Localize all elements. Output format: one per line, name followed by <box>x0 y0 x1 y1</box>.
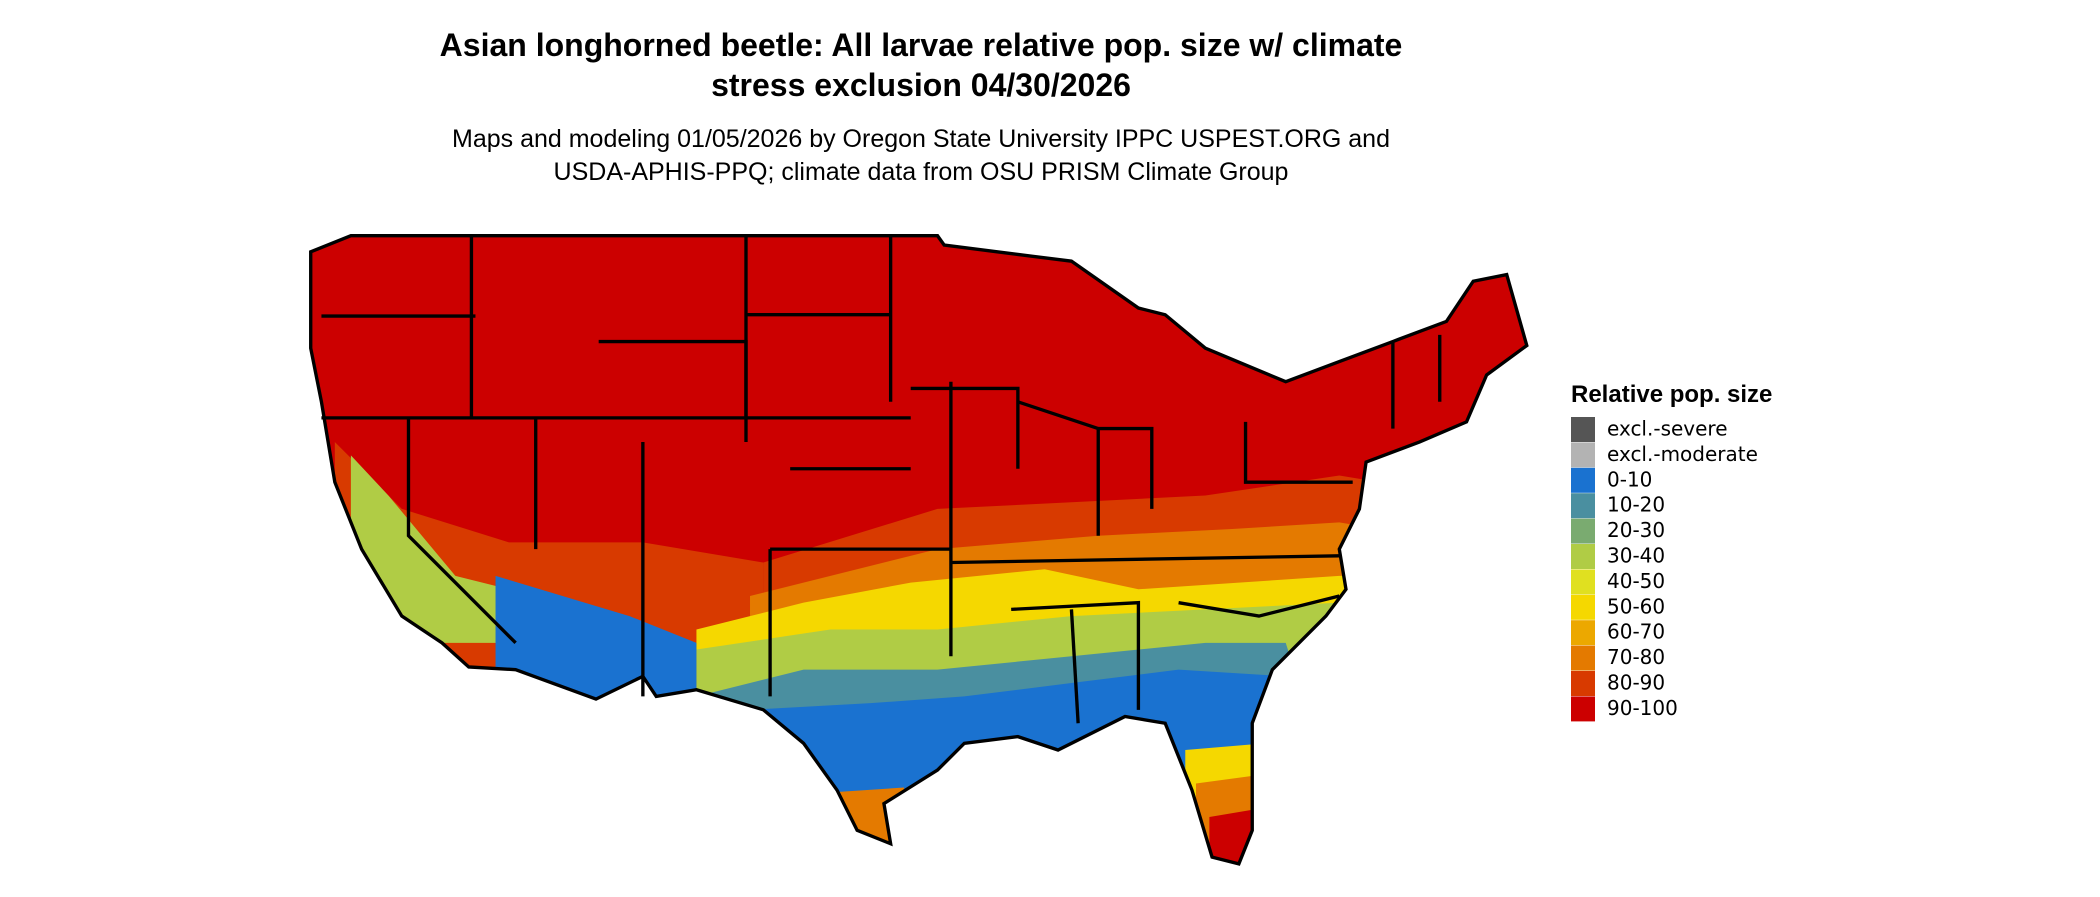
map-region <box>1209 807 1266 864</box>
legend-swatch <box>1571 594 1595 620</box>
legend-label: 50-60 <box>1607 594 1665 618</box>
legend-label: 60-70 <box>1607 620 1665 644</box>
map-region <box>495 575 697 710</box>
legend-swatch <box>1571 467 1595 493</box>
legend-label: 70-80 <box>1607 645 1665 669</box>
legend-label: 80-90 <box>1607 671 1665 695</box>
map-region <box>696 642 1380 864</box>
legend-swatch <box>1571 696 1595 722</box>
legend-label: 30-40 <box>1607 544 1665 568</box>
legend-label: 20-30 <box>1607 518 1665 542</box>
legend-swatch <box>1571 671 1595 696</box>
legend-swatch <box>1571 645 1595 671</box>
legend-label: 0-10 <box>1607 467 1652 491</box>
legend-label: 10-20 <box>1607 493 1665 517</box>
legend-swatch <box>1571 544 1595 569</box>
legend-label: 90-100 <box>1607 696 1678 720</box>
subtitle-line: USDA-APHIS-PPQ; climate data from OSU PR… <box>554 158 1289 186</box>
legend-title: Relative pop. size <box>1571 381 1772 408</box>
title-line: stress exclusion 04/30/2026 <box>711 67 1131 103</box>
us-map <box>309 234 1529 866</box>
legend-swatch <box>1571 493 1595 519</box>
legend-label: 40-50 <box>1607 569 1665 593</box>
legend-label: excl.-severe <box>1607 417 1728 441</box>
legend-swatch <box>1571 417 1595 442</box>
legend-swatch <box>1571 518 1595 544</box>
subtitle-line: Maps and modeling 01/05/2026 by Oregon S… <box>452 125 1390 153</box>
legend-swatch <box>1571 569 1595 595</box>
title-line: Asian longhorned beetle: All larvae rela… <box>440 27 1403 63</box>
legend: excl.-severeexcl.-moderate0-1010-2020-30… <box>1571 417 1758 722</box>
legend-label: excl.-moderate <box>1607 442 1758 466</box>
legend-swatch <box>1571 442 1595 468</box>
state-borders <box>309 234 1529 866</box>
legend-swatch <box>1571 620 1595 646</box>
